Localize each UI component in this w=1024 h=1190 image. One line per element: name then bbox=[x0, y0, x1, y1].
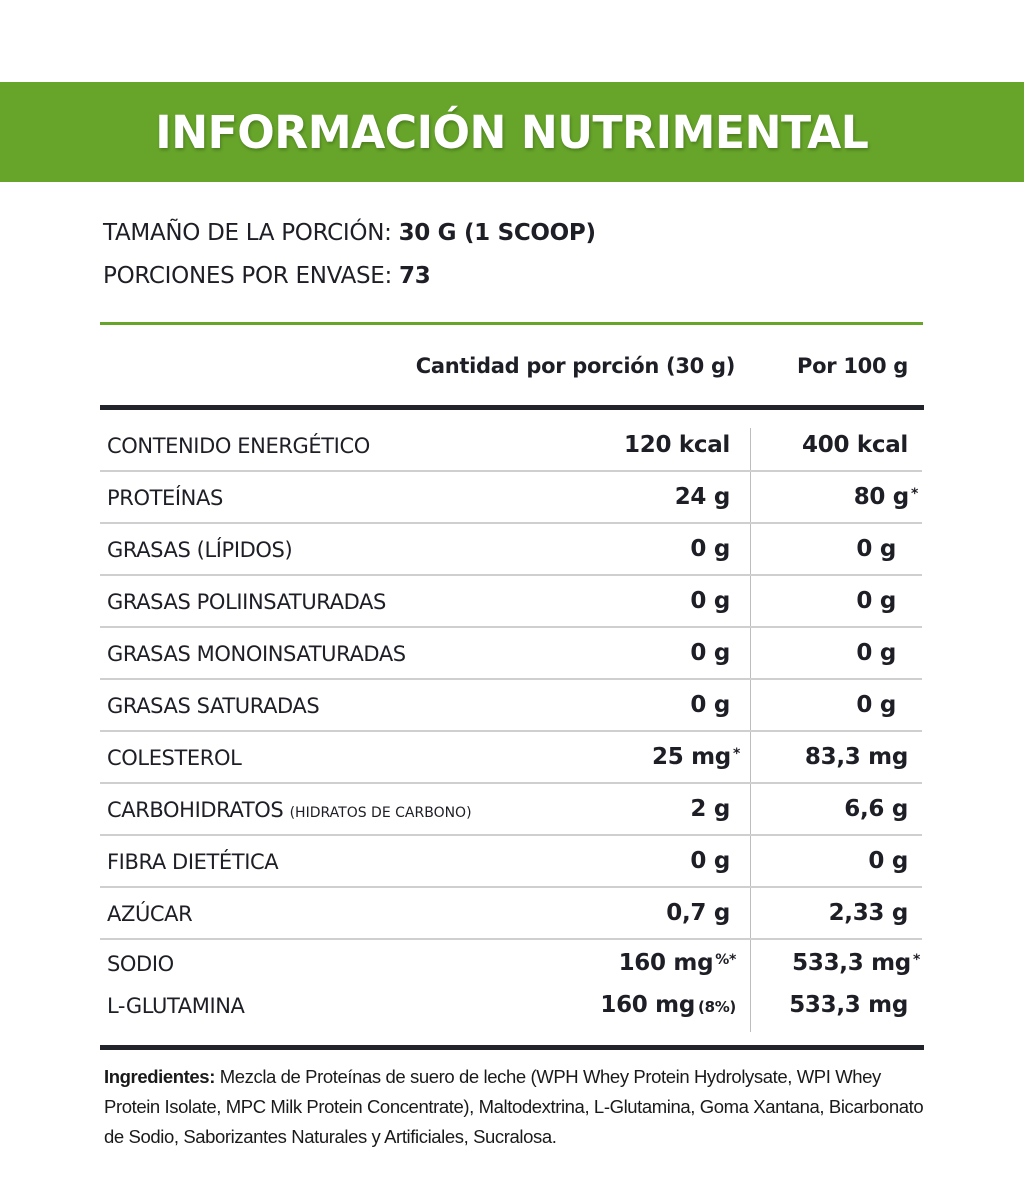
per-100g-value: 533,3 mg * bbox=[792, 950, 920, 976]
per-serving-value: 120 kcal bbox=[624, 432, 730, 458]
row-label: SODIO bbox=[107, 952, 174, 976]
row-label: COLESTEROL bbox=[107, 746, 242, 770]
serving-size: TAMAÑO DE LA PORCIÓN: 30 G (1 SCOOP) bbox=[103, 220, 596, 246]
row-label: CARBOHIDRATOS (HIDRATOS DE CARBONO) bbox=[107, 798, 472, 822]
row-label: GRASAS SATURADAS bbox=[107, 694, 320, 718]
servings-per-container: PORCIONES POR ENVASE: 73 bbox=[103, 263, 431, 289]
per-100g-value: 0 g bbox=[856, 692, 896, 718]
ingredients-text: Ingredientes: Mezcla de Proteínas de sue… bbox=[104, 1062, 924, 1152]
per-serving-value: 160 mg (8%) bbox=[600, 992, 736, 1018]
table-row-l-glutamine: L-GLUTAMINA 160 mg (8%) 533,3 mg bbox=[100, 984, 922, 1028]
per-serving-value: 0,7 g bbox=[666, 900, 730, 926]
nutrition-table: CONTENIDO ENERGÉTICO 120 kcal 400 kcal P… bbox=[100, 420, 922, 1028]
per-100g-value: 2,33 g bbox=[828, 900, 909, 926]
row-label: FIBRA DIETÉTICA bbox=[107, 850, 279, 874]
page-title: INFORMACIÓN NUTRIMENTAL bbox=[155, 105, 869, 159]
table-row-sugar: AZÚCAR 0,7 g 2,33 g bbox=[100, 888, 922, 940]
per-serving-value: 24 g bbox=[674, 484, 731, 510]
serving-size-value: 30 G (1 SCOOP) bbox=[398, 220, 596, 246]
row-label: GRASAS MONOINSATURADAS bbox=[107, 642, 406, 666]
per-serving-value: 0 g bbox=[690, 692, 730, 718]
per-100g-value: 533,3 mg bbox=[789, 992, 908, 1018]
footnote-marker: * bbox=[732, 746, 740, 762]
column-header-per-100g: Por 100 g bbox=[797, 354, 908, 378]
table-bottom-rule bbox=[100, 1045, 924, 1050]
table-row-protein: PROTEÍNAS 24 g 80 g * bbox=[100, 472, 922, 524]
row-label: L-GLUTAMINA bbox=[107, 994, 245, 1018]
table-row-cholesterol: COLESTEROL 25 mg * 83,3 mg bbox=[100, 732, 922, 784]
per-100g-value: 0 g bbox=[856, 588, 896, 614]
per-serving-value: 0 g bbox=[690, 536, 730, 562]
servings-per-container-label: PORCIONES POR ENVASE: bbox=[103, 263, 392, 289]
per-serving-value: 25 mg * bbox=[652, 744, 740, 770]
table-row-energy: CONTENIDO ENERGÉTICO 120 kcal 400 kcal bbox=[100, 420, 922, 472]
per-100g-value: 80 g * bbox=[853, 484, 919, 510]
row-label: GRASAS (LÍPIDOS) bbox=[107, 538, 293, 562]
table-row-saturated-fat: GRASAS SATURADAS 0 g 0 g bbox=[100, 680, 922, 732]
per-100g-value: 0 g bbox=[868, 848, 908, 874]
table-row-monounsaturated-fat: GRASAS MONOINSATURADAS 0 g 0 g bbox=[100, 628, 922, 680]
footnote-marker: * bbox=[910, 486, 918, 502]
row-label: AZÚCAR bbox=[107, 902, 193, 926]
green-divider bbox=[100, 322, 923, 325]
footnote-marker: * bbox=[912, 952, 920, 968]
per-serving-value: 0 g bbox=[690, 848, 730, 874]
ingredients-list: Mezcla de Proteínas de suero de leche (W… bbox=[104, 1066, 924, 1147]
per-serving-value: 0 g bbox=[690, 640, 730, 666]
daily-value-percent: (8%) bbox=[698, 998, 736, 1016]
per-100g-value: 0 g bbox=[856, 640, 896, 666]
per-100g-value: 83,3 mg bbox=[804, 744, 908, 770]
servings-per-container-value: 73 bbox=[399, 263, 431, 289]
per-100g-value: 6,6 g bbox=[844, 796, 908, 822]
serving-size-label: TAMAÑO DE LA PORCIÓN: bbox=[103, 220, 392, 246]
title-banner: INFORMACIÓN NUTRIMENTAL bbox=[0, 82, 1024, 182]
table-top-rule bbox=[100, 405, 924, 410]
per-100g-value: 400 kcal bbox=[802, 432, 908, 458]
table-row-fat: GRASAS (LÍPIDOS) 0 g 0 g bbox=[100, 524, 922, 576]
row-label: CONTENIDO ENERGÉTICO bbox=[107, 434, 370, 458]
table-row-sodium: SODIO 160 mg %* 533,3 mg * bbox=[100, 940, 922, 984]
per-serving-value: 2 g bbox=[690, 796, 730, 822]
table-row-polyunsaturated-fat: GRASAS POLIINSATURADAS 0 g 0 g bbox=[100, 576, 922, 628]
per-serving-value: 0 g bbox=[690, 588, 730, 614]
per-serving-value: 160 mg %* bbox=[618, 950, 737, 976]
table-row-carbohydrates: CARBOHIDRATOS (HIDRATOS DE CARBONO) 2 g … bbox=[100, 784, 922, 836]
table-row-dietary-fiber: FIBRA DIETÉTICA 0 g 0 g bbox=[100, 836, 922, 888]
per-100g-value: 0 g bbox=[856, 536, 896, 562]
row-label: GRASAS POLIINSATURADAS bbox=[107, 590, 386, 614]
ingredients-label: Ingredientes: bbox=[104, 1066, 215, 1087]
row-sublabel: (HIDRATOS DE CARBONO) bbox=[289, 805, 472, 821]
row-label: PROTEÍNAS bbox=[107, 486, 223, 510]
footnote-marker: %* bbox=[715, 952, 736, 968]
column-header-per-serving: Cantidad por porción (30 g) bbox=[415, 354, 736, 378]
